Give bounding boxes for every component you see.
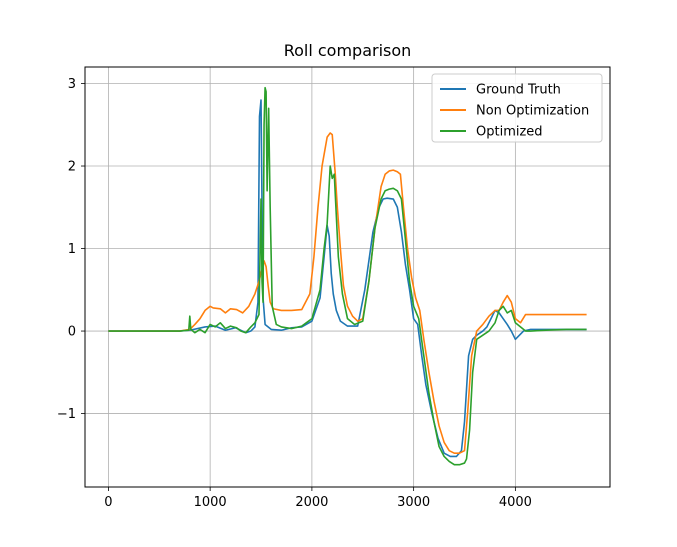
series-line-ground-truth: [108, 99, 587, 458]
x-tick-label: 1000: [194, 495, 227, 510]
y-tick-label: −1: [57, 407, 76, 422]
x-tick-label: 4000: [499, 495, 532, 510]
legend-label: Non Optimization: [476, 104, 589, 119]
axes: 0 1000 2000 3000 4000 −1 0 1 2 3: [57, 77, 532, 510]
legend-label: Optimized: [476, 125, 543, 140]
chart-title: Roll comparison: [284, 41, 412, 60]
legend-box: [431, 73, 603, 143]
legend-label: Ground Truth: [476, 83, 561, 98]
x-tick-label: 2000: [295, 495, 328, 510]
y-tick-label: 2: [68, 160, 76, 175]
x-tick-label: 0: [104, 495, 112, 510]
legend: Ground Truth Non Optimization Optimized: [431, 73, 603, 143]
plot-area-frame: [84, 66, 611, 488]
y-tick-label: 1: [68, 242, 76, 257]
x-tick-label: 3000: [397, 495, 430, 510]
y-tick-label: 3: [68, 77, 76, 92]
series-line-optimized: [108, 86, 587, 466]
y-tick-label: 0: [68, 325, 76, 340]
series-lines: [108, 86, 587, 466]
